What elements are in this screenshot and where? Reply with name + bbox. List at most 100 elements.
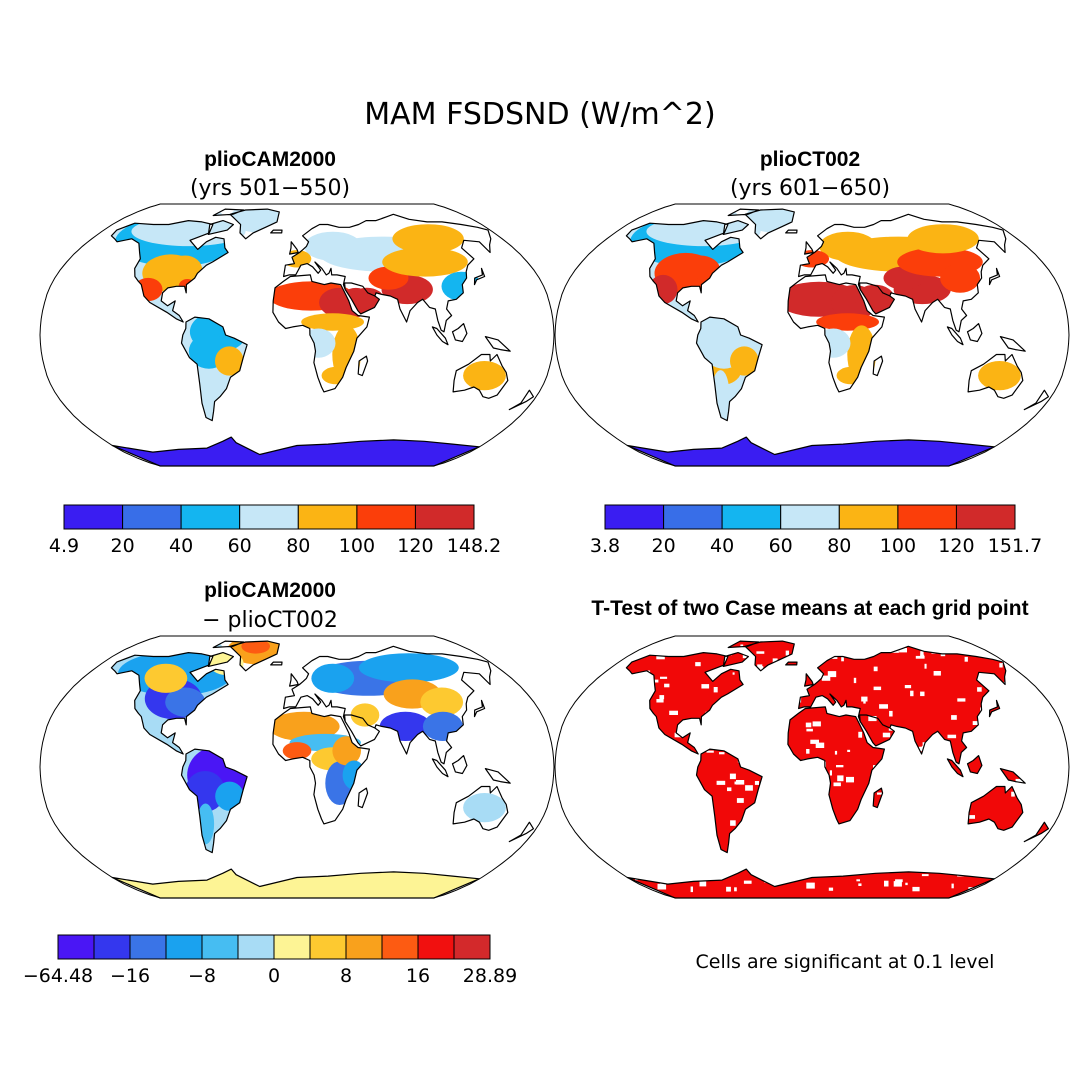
non-significant-cell: [921, 874, 929, 877]
colorbar-swatch: [93, 934, 131, 960]
coastline: [110, 208, 534, 467]
non-significant-cell: [729, 773, 736, 780]
colorbar-tick-label: 100: [339, 535, 375, 557]
non-significant-cell: [815, 742, 825, 748]
colorbar-tick-label: 8: [340, 965, 352, 987]
non-significant-cell: [732, 672, 735, 675]
colorbar-swatch: [604, 504, 665, 530]
colorbar-swatch: [63, 504, 124, 530]
value-patch: [854, 284, 895, 314]
non-significant-cell: [757, 664, 763, 671]
colorbar-swatch: [414, 504, 475, 530]
non-significant-cell: [756, 651, 765, 654]
colorbar-tick-label: 60: [769, 535, 793, 557]
colorbar-tick-label: 20: [652, 535, 676, 557]
non-significant-cell: [812, 721, 821, 727]
colorbar-swatch: [297, 504, 358, 530]
non-significant-cell: [968, 815, 975, 819]
non-significant-cell: [877, 792, 885, 795]
non-significant-cell: [810, 739, 819, 744]
value-patch: [940, 263, 981, 293]
value-patch: [311, 663, 355, 693]
colorbar-panel-2: 3.8 20 40 60 80 100 120 151.7: [590, 504, 1042, 557]
colorbar-swatch: [897, 504, 958, 530]
non-significant-cell: [999, 663, 1003, 668]
non-significant-cell: [912, 886, 920, 892]
colorbar-swatch: [180, 504, 241, 530]
non-significant-cell: [972, 721, 979, 725]
non-significant-cell: [1011, 791, 1015, 797]
colorbar-swatch: [345, 934, 383, 960]
non-significant-cell: [977, 687, 982, 692]
non-significant-cell: [827, 671, 837, 678]
non-significant-cell: [884, 880, 889, 887]
non-significant-cell: [873, 686, 882, 691]
non-significant-cell: [821, 675, 831, 681]
colorbar-panel-3: −64.48 −16 −8 0 8 16 28.89: [23, 934, 517, 987]
non-significant-cell: [754, 781, 759, 785]
value-patch: [350, 703, 380, 727]
colorbar-tick-label: 16: [406, 965, 430, 987]
non-significant-cell: [933, 671, 941, 676]
value-patch: [420, 687, 464, 717]
non-significant-cell: [856, 879, 860, 882]
non-significant-cell: [964, 656, 968, 662]
panel-1-subtitle: (yrs 501−550): [190, 176, 350, 201]
non-significant-cell: [920, 654, 925, 658]
value-patch: [463, 361, 506, 391]
colorbar-tick-label: 0: [268, 965, 280, 987]
colorbar-swatch: [239, 504, 299, 530]
value-patch: [168, 255, 203, 285]
non-significant-cell: [736, 780, 745, 785]
value-patch: [816, 313, 879, 331]
colorbar-swatch: [273, 934, 311, 960]
colorbar-tick-label: 80: [286, 535, 310, 557]
non-significant-cell: [920, 651, 924, 656]
map-border: [554, 635, 1070, 899]
colorbar-tick-label: 120: [397, 535, 433, 557]
non-significant-cell: [837, 775, 844, 782]
non-significant-cell: [806, 882, 815, 889]
ocean-background: [555, 636, 1069, 898]
non-significant-cell: [895, 879, 903, 883]
colorbar-swatch: [453, 934, 491, 960]
colorbar-swatch: [122, 504, 182, 530]
value-patch: [144, 663, 188, 693]
ocean-background: [555, 204, 1069, 466]
map-panel-1: [39, 203, 555, 467]
non-significant-cell: [915, 655, 925, 659]
non-significant-cell: [716, 780, 726, 785]
non-significant-cell: [734, 781, 737, 785]
non-significant-cell: [841, 657, 844, 662]
colorbar-tick-label: 148.2: [447, 535, 501, 557]
ocean-background: [40, 204, 554, 466]
colorbar-tick-label: −16: [110, 965, 150, 987]
non-significant-cell: [695, 662, 701, 667]
colorbar-swatch: [955, 504, 1016, 530]
colorbar-swatch: [356, 504, 416, 530]
colorbar-swatch: [201, 934, 239, 960]
map-panel-3: [39, 635, 555, 899]
non-significant-cell: [660, 676, 668, 679]
non-significant-cell: [846, 776, 854, 783]
non-significant-cell: [893, 881, 902, 887]
non-significant-cell: [861, 696, 868, 702]
colorbar-tick-label: 60: [228, 535, 252, 557]
non-significant-cell: [651, 679, 659, 683]
colorbar-swatch: [663, 504, 723, 530]
non-significant-cell: [863, 699, 866, 704]
non-significant-cell: [772, 658, 778, 663]
colorbar-tick-label: 4.9: [49, 535, 79, 557]
value-patch: [301, 313, 364, 331]
value-patch: [304, 231, 362, 261]
non-significant-cell: [726, 886, 731, 892]
non-significant-cell: [828, 887, 834, 891]
panel-2-title: plioCT002: [760, 148, 860, 171]
panel-4-title: T-Test of two Case means at each grid po…: [591, 597, 1028, 620]
colorbar-tick-label: 40: [710, 535, 734, 557]
colorbar-panel-1: 4.9 20 40 60 80 100 120 148.2: [49, 504, 501, 557]
non-significant-cell: [910, 690, 914, 697]
colorbar-tick-label: 80: [827, 535, 851, 557]
value-patch: [215, 781, 244, 811]
non-significant-cell: [868, 716, 877, 722]
